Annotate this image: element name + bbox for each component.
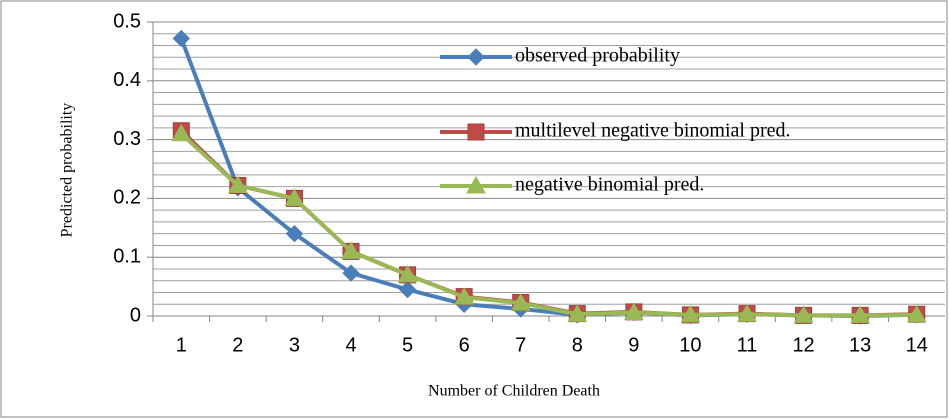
x-tick-label: 14 <box>906 334 928 356</box>
x-tick-label: 1 <box>176 334 187 356</box>
marker <box>342 264 360 282</box>
marker <box>850 305 870 323</box>
x-tick-label: 4 <box>345 334 356 356</box>
x-tick-label: 13 <box>849 334 871 356</box>
marker <box>567 304 588 322</box>
x-tick-label: 12 <box>792 334 814 356</box>
y-tick-label: 0.4 <box>113 69 141 91</box>
marker <box>397 264 418 283</box>
marker <box>680 304 701 323</box>
x-tick-label: 10 <box>679 334 701 356</box>
y-tick-label: 0 <box>130 304 141 326</box>
marker <box>228 175 248 193</box>
marker <box>285 224 304 243</box>
x-tick-label: 8 <box>572 334 583 356</box>
marker <box>510 293 531 311</box>
y-axis-title: Predicted probability <box>59 103 76 238</box>
legend-marker <box>467 48 485 66</box>
y-tick-label: 0.2 <box>113 187 141 209</box>
x-tick-label: 11 <box>737 334 758 356</box>
marker <box>737 304 757 322</box>
legend-marker <box>467 123 485 141</box>
legend-label: observed probability <box>515 45 680 67</box>
x-tick-label: 7 <box>515 334 526 356</box>
marker <box>398 280 417 299</box>
x-axis-title: Number of Children Death <box>428 383 600 400</box>
series-line <box>179 132 917 318</box>
y-tick-label: 0.3 <box>113 128 141 150</box>
marker <box>284 188 305 206</box>
marker <box>172 29 190 48</box>
marker <box>793 305 814 323</box>
x-tick-label: 9 <box>628 334 639 356</box>
marker <box>624 302 644 320</box>
marker <box>171 123 192 142</box>
marker <box>341 241 361 259</box>
legend-label: multilevel negative binomial pred. <box>515 120 790 142</box>
marker <box>454 287 474 305</box>
marker <box>906 304 927 323</box>
x-tick-label: 2 <box>232 334 243 356</box>
legend-label: negative binomial pred. <box>515 174 704 196</box>
legend-marker <box>466 175 486 194</box>
x-tick-label: 5 <box>402 334 413 356</box>
x-tick-label: 3 <box>289 334 300 356</box>
x-tick-label: 6 <box>459 334 470 356</box>
y-tick-label: 0.5 <box>113 10 141 32</box>
y-tick-label: 0.1 <box>113 245 141 267</box>
